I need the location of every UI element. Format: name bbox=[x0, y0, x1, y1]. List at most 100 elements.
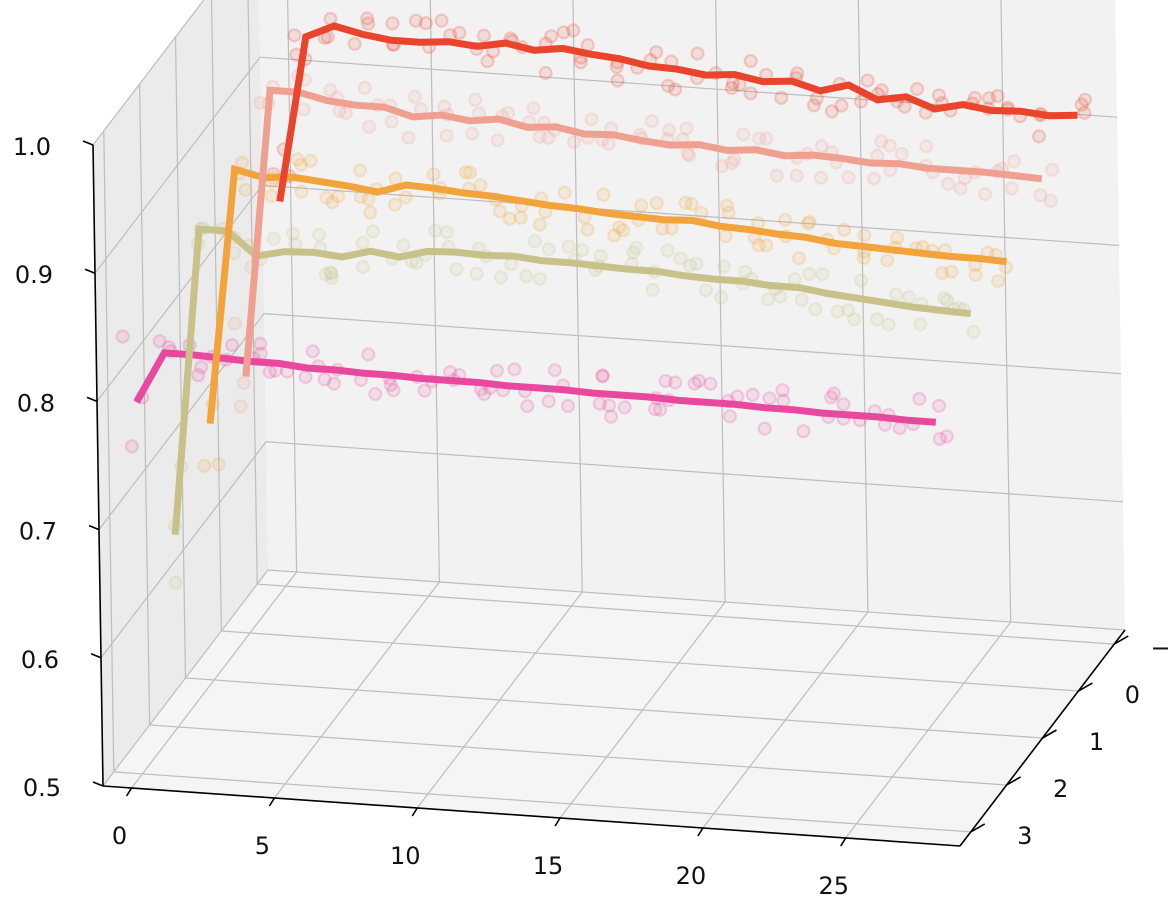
scatter-point bbox=[801, 216, 816, 231]
scatter-point bbox=[866, 171, 882, 186]
scatter-point bbox=[931, 398, 947, 413]
scatter-point bbox=[115, 329, 130, 344]
series-line bbox=[276, 22, 1078, 203]
scatter-point bbox=[596, 187, 611, 202]
y-tick-mark bbox=[1006, 776, 1022, 786]
scatter-point bbox=[837, 222, 852, 237]
scatter-point bbox=[787, 272, 802, 287]
scatter-point bbox=[238, 182, 253, 198]
scatter-point bbox=[296, 102, 311, 117]
scatter-point bbox=[492, 204, 507, 219]
scatter-point bbox=[266, 231, 281, 246]
scatter-point bbox=[841, 170, 856, 185]
scatter-point bbox=[544, 29, 559, 44]
y-tick-label: 2 bbox=[1053, 775, 1068, 803]
scatter-point bbox=[714, 159, 730, 174]
scatter-point bbox=[452, 25, 467, 41]
scatter-point bbox=[626, 245, 641, 260]
scatter-point bbox=[347, 36, 362, 51]
scatter-point bbox=[853, 94, 869, 109]
scatter-point bbox=[673, 251, 688, 266]
scatter-point bbox=[778, 212, 793, 227]
series-line bbox=[242, 86, 1043, 377]
scatter-point bbox=[745, 387, 760, 402]
scatter-point bbox=[311, 227, 327, 242]
scatter-point bbox=[124, 439, 139, 454]
scatter-point bbox=[538, 65, 553, 81]
scatter-point bbox=[298, 370, 313, 385]
scatter-point bbox=[944, 264, 959, 279]
y-tick-mark bbox=[970, 823, 986, 833]
scatter-point bbox=[595, 368, 610, 383]
scatter-point bbox=[909, 81, 925, 97]
scatter-point bbox=[913, 317, 928, 332]
scatter-point bbox=[802, 214, 817, 229]
z-tick-mark bbox=[82, 140, 94, 146]
y-tick-mark bbox=[1042, 729, 1057, 739]
scatter-point bbox=[668, 375, 683, 390]
scatter-point bbox=[880, 253, 895, 268]
scatter-point bbox=[813, 170, 829, 185]
z-tick-mark bbox=[92, 781, 104, 787]
scatter-point bbox=[469, 266, 484, 281]
scatter-point bbox=[796, 424, 811, 439]
scatter-point bbox=[743, 86, 758, 101]
scatter-point bbox=[678, 195, 693, 210]
scatter-point bbox=[449, 262, 464, 277]
scatter-point bbox=[649, 196, 664, 211]
scatter-point bbox=[1077, 105, 1092, 121]
scatter-point bbox=[168, 575, 183, 590]
scatter-point bbox=[584, 112, 599, 127]
scatter-point bbox=[610, 73, 625, 88]
scatter-point bbox=[698, 283, 714, 298]
scatter-point bbox=[682, 258, 698, 273]
scatter-point bbox=[634, 198, 649, 213]
scatter-point bbox=[794, 292, 809, 307]
scatter-point bbox=[285, 226, 300, 241]
scatter-point bbox=[355, 235, 370, 250]
scatter-point bbox=[560, 398, 576, 414]
scatter-point bbox=[897, 99, 912, 114]
scatter-point bbox=[233, 399, 248, 414]
scatter-point bbox=[519, 269, 534, 284]
scatter-point bbox=[823, 390, 839, 405]
scatter-point bbox=[338, 105, 353, 121]
scatter-point bbox=[846, 312, 862, 327]
scatter-point bbox=[566, 134, 582, 149]
scatter-point bbox=[727, 152, 742, 167]
scatter-point bbox=[489, 363, 505, 378]
scatter-point bbox=[615, 223, 631, 238]
scatter-point bbox=[655, 221, 670, 236]
scatter-point bbox=[357, 80, 372, 96]
z-gridline bbox=[92, 0, 205, 146]
scatter-point bbox=[439, 225, 454, 240]
x-tick-mark bbox=[840, 837, 847, 847]
scatter-point bbox=[718, 229, 733, 244]
scatter-point bbox=[527, 234, 542, 249]
scatter-point bbox=[473, 178, 488, 193]
scatter-point bbox=[649, 44, 664, 60]
scatter-point bbox=[937, 291, 952, 306]
scatter-point bbox=[890, 230, 905, 246]
z-gridline bbox=[102, 569, 1126, 787]
scatter-point bbox=[990, 88, 1005, 104]
scatter-point bbox=[566, 23, 581, 38]
scatter-point bbox=[751, 131, 767, 146]
scatter-point bbox=[901, 290, 917, 305]
scatter-point bbox=[363, 205, 378, 220]
scatter-point bbox=[1031, 129, 1047, 144]
scatter-point bbox=[826, 386, 842, 401]
scatter-point bbox=[940, 293, 955, 308]
scatter-point bbox=[935, 265, 950, 281]
scatter-point bbox=[703, 376, 718, 391]
scatter-point bbox=[652, 402, 668, 417]
scatter-point bbox=[294, 184, 309, 199]
z-gridline bbox=[94, 56, 1118, 274]
x-tick-label: 20 bbox=[676, 862, 707, 890]
scatter-point bbox=[513, 210, 528, 225]
scatter-point bbox=[361, 16, 376, 31]
z-tick-mark bbox=[86, 396, 98, 403]
scatter-point bbox=[967, 90, 983, 106]
scatter-point bbox=[462, 165, 477, 180]
